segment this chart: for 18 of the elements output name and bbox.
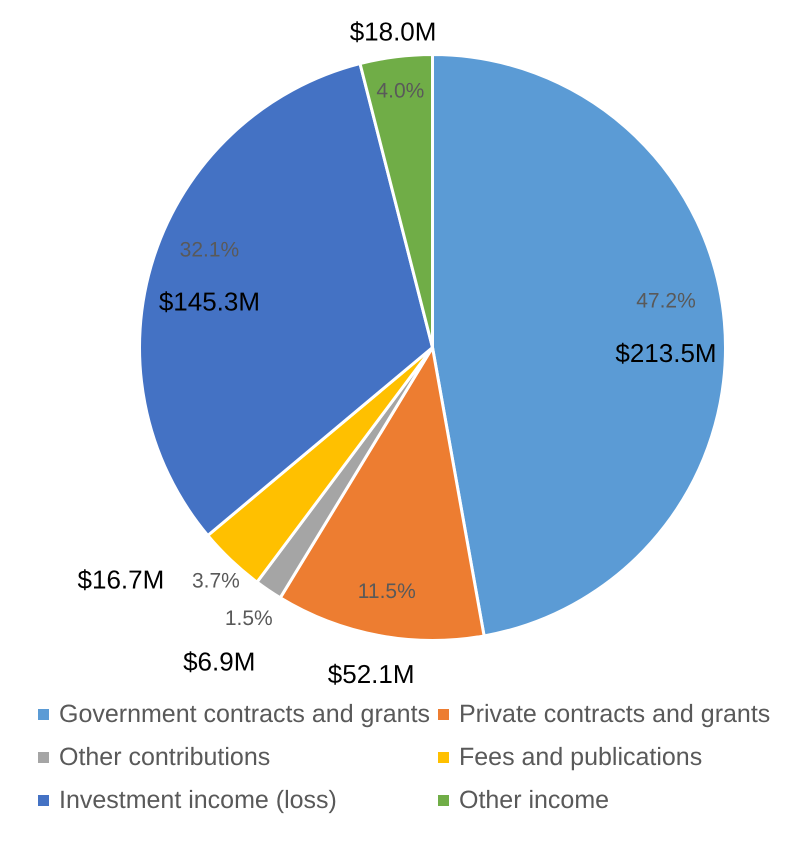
legend-label: Other contributions xyxy=(58,743,272,772)
text: 1.5% xyxy=(224,607,273,630)
legend-label: Private contracts and grants xyxy=(458,700,772,729)
data-label: $52.1M xyxy=(328,659,415,690)
data-label: $213.5M xyxy=(615,338,717,368)
data-label: $16.7M xyxy=(78,564,164,595)
data-label: $145.3M xyxy=(158,286,260,317)
text: 47.2% xyxy=(636,290,696,313)
text: 3.7% xyxy=(192,569,240,592)
text: 4.0% xyxy=(376,79,424,102)
text: 11.5% xyxy=(358,580,416,604)
text: 32.1% xyxy=(180,238,240,262)
data-label: $6.9M xyxy=(183,646,256,676)
legend-label: Investment income (loss) xyxy=(58,786,338,815)
legend-label: Other income xyxy=(458,786,610,815)
data-label: $18.0M xyxy=(350,16,436,47)
legend-label: Fees and publications xyxy=(458,743,704,772)
legend-label: Government contracts and grants xyxy=(58,700,432,729)
